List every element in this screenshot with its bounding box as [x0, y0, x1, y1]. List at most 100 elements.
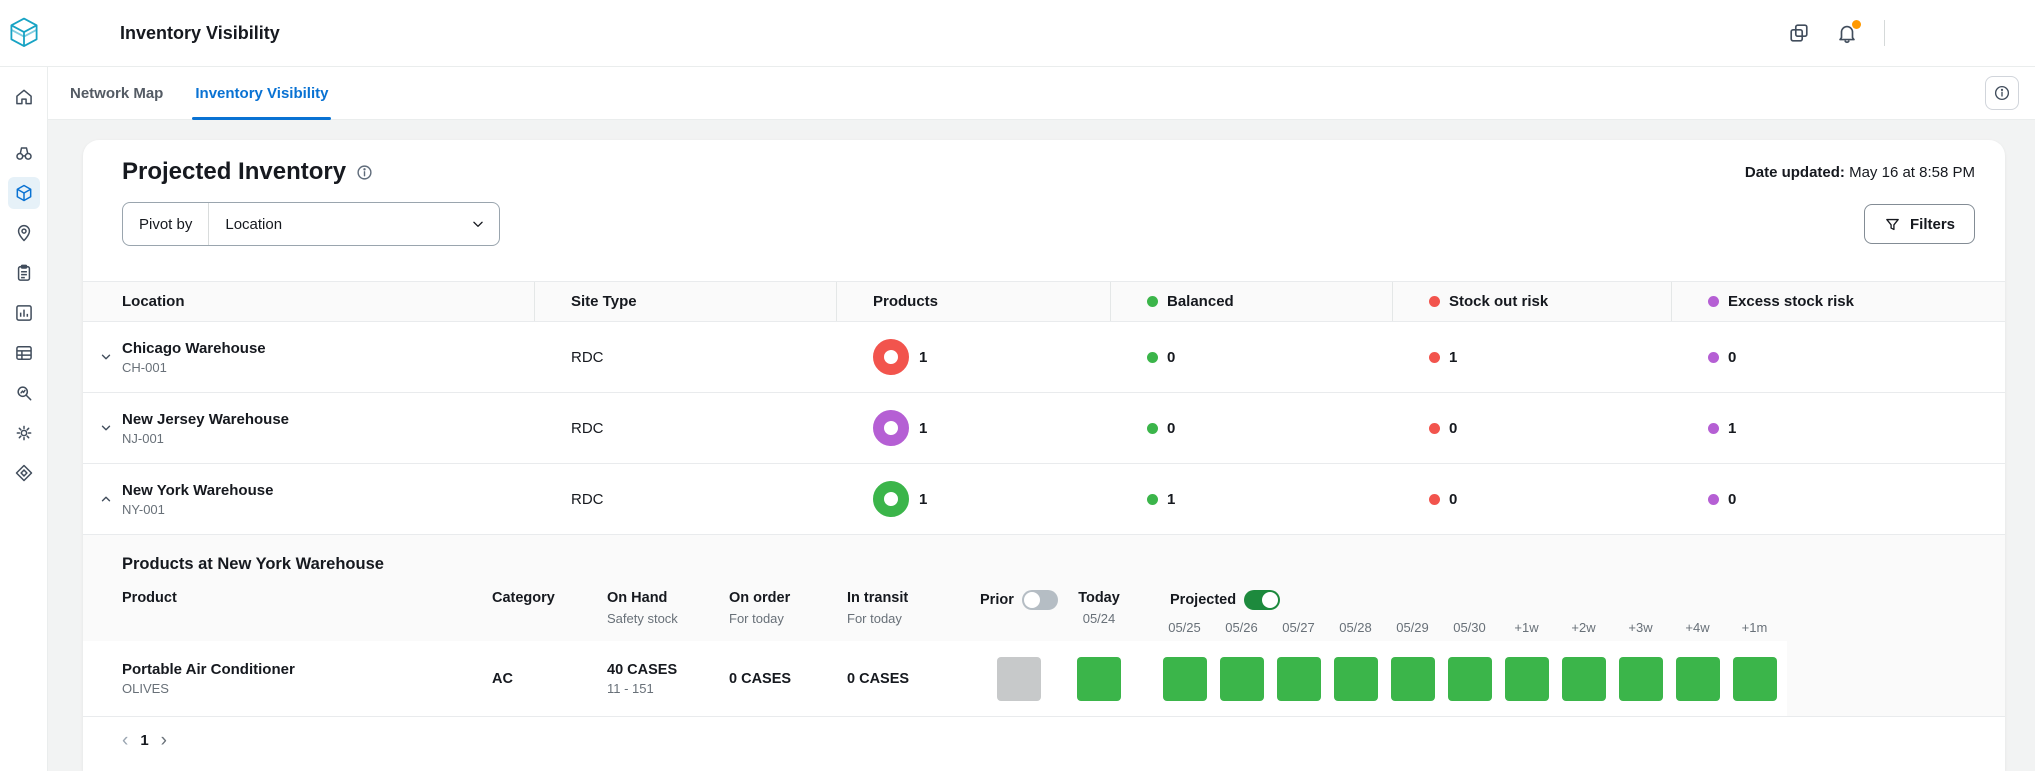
prev-page-button[interactable]: ‹	[122, 730, 129, 751]
search-insights-icon	[16, 386, 31, 401]
excess-dot	[1708, 351, 1719, 363]
table-row-chicago[interactable]: Chicago Warehouse CH-001 RDC 1 0 1 0	[83, 322, 2005, 393]
sidebar-item-integrations[interactable]	[8, 457, 40, 489]
prior-toggle[interactable]	[1021, 590, 1058, 610]
projected-heat-cell[interactable]	[1276, 656, 1321, 701]
detail-title: Products at New York Warehouse	[122, 555, 384, 573]
balanced-count: 1	[1167, 490, 1176, 508]
projected-heat-cell[interactable]	[1561, 656, 1606, 701]
product-name: Portable Air Conditioner	[122, 661, 295, 678]
tab-inventory-visibility[interactable]: Inventory Visibility	[192, 67, 332, 120]
products-donut	[873, 410, 909, 446]
sidebar-item-analytics[interactable]	[8, 297, 40, 329]
shortcuts-button[interactable]	[1788, 22, 1810, 44]
tab-label: Network Map	[70, 84, 164, 102]
sidebar-item-inventory[interactable]	[7, 177, 40, 209]
page-info-button[interactable]	[1985, 76, 2019, 110]
projected-heat-cell[interactable]	[1447, 656, 1492, 701]
site-type-cell: RDC	[571, 490, 604, 508]
locations-table: Location Site Type Products Balanced Sto…	[83, 281, 2005, 750]
stock-out-dot	[1429, 493, 1440, 505]
pagination: ‹ 1 ›	[83, 717, 2005, 750]
detail-column-in-transit-sub: For today	[847, 611, 902, 626]
notifications-button[interactable]	[1836, 20, 1861, 44]
page-title: Projected Inventory	[122, 158, 347, 185]
date-updated-label: Date updated:	[1744, 163, 1845, 181]
projected-heat-cell[interactable]	[1732, 656, 1777, 701]
filters-button[interactable]: Filters	[1863, 204, 1975, 244]
pivot-selected-value: Location	[225, 215, 283, 233]
app-title: Inventory Visibility	[120, 22, 280, 43]
projected-heat-cell[interactable]	[1162, 656, 1207, 701]
projected-toggle[interactable]	[1244, 590, 1281, 610]
location-code: CH-001	[122, 359, 167, 375]
binoculars-icon	[15, 147, 32, 160]
balanced-dot	[1147, 351, 1158, 363]
products-count: 1	[919, 490, 928, 508]
table-row-new-york[interactable]: New York Warehouse NY-001 RDC 1 1 0 0	[83, 464, 2005, 535]
pivot-divider	[208, 203, 210, 245]
stock-out-count: 0	[1449, 419, 1458, 437]
balanced-count: 0	[1167, 348, 1176, 366]
date-column-label: 05/26	[1225, 620, 1258, 635]
projected-heat-cell[interactable]	[1390, 656, 1435, 701]
in-transit-value: 0 CASES	[847, 670, 910, 687]
sidebar-item-demand-planning[interactable]	[8, 137, 40, 169]
projected-heat-cell[interactable]	[1219, 656, 1264, 701]
filters-label: Filters	[1909, 215, 1955, 233]
tab-network-map[interactable]: Network Map	[67, 67, 166, 119]
app-logo[interactable]	[0, 15, 48, 51]
sidebar-item-settings[interactable]	[8, 417, 40, 449]
excess-dot	[1708, 296, 1719, 307]
row-expander-button[interactable]	[97, 348, 115, 366]
date-column-label: 05/27	[1282, 620, 1315, 635]
title-info-icon[interactable]	[356, 164, 373, 181]
site-type-cell: RDC	[571, 419, 604, 437]
balanced-count: 0	[1167, 419, 1176, 437]
date-column-label: +3w	[1628, 620, 1653, 635]
projected-heat-cell[interactable]	[1618, 656, 1663, 701]
header-divider	[1884, 20, 1885, 46]
row-expander-button[interactable]	[97, 490, 115, 508]
pivot-by-select[interactable]: Pivot by Location	[122, 202, 500, 246]
chevron-up-icon	[101, 496, 111, 502]
gear-icon	[16, 425, 31, 441]
sidebar-item-insights[interactable]	[8, 377, 40, 409]
date-updated-value: May 16 at 8:58 PM	[1849, 163, 1975, 181]
products-donut	[873, 339, 909, 375]
chevron-down-icon	[471, 217, 485, 231]
row-expander-button[interactable]	[97, 419, 115, 437]
sidebar-item-orders[interactable]	[8, 257, 40, 289]
detail-table-header: Product Category On Hand Safety stock On…	[83, 590, 2005, 635]
excess-dot	[1708, 422, 1719, 434]
projected-heat-cell[interactable]	[1675, 656, 1720, 701]
today-heat-cell[interactable]	[1077, 656, 1121, 701]
projected-heat-cell[interactable]	[1333, 656, 1378, 701]
table-row-new-jersey[interactable]: New Jersey Warehouse NJ-001 RDC 1 0 0 1	[83, 393, 2005, 464]
table-header: Location Site Type Products Balanced Sto…	[83, 281, 2005, 322]
date-column-label: +4w	[1685, 620, 1710, 635]
page-number[interactable]: 1	[140, 732, 149, 749]
category-cell: AC	[492, 670, 513, 687]
controls-row: Pivot by Location Filters	[122, 202, 1975, 246]
detail-column-on-hand-sub: Safety stock	[607, 611, 678, 626]
excess-count: 0	[1728, 490, 1737, 508]
expanded-products-panel: Products at New York Warehouse Product C…	[83, 535, 2005, 717]
prior-heat-cell[interactable]	[997, 656, 1041, 701]
stock-out-dot	[1429, 351, 1440, 363]
column-header-site-type: Site Type	[535, 282, 837, 321]
sidebar-item-network[interactable]	[8, 217, 40, 249]
date-column-label: +1w	[1514, 620, 1539, 635]
balanced-dot	[1147, 493, 1158, 505]
projected-heat-cell[interactable]	[1504, 656, 1549, 701]
pivot-by-label: Pivot by	[139, 215, 193, 233]
today-label: Today	[1078, 590, 1120, 606]
balanced-dot	[1147, 422, 1158, 434]
sidebar-item-home[interactable]	[8, 81, 40, 113]
sidebar-item-reports[interactable]	[8, 337, 40, 369]
stock-out-dot	[1429, 422, 1440, 434]
heatmap-cells	[980, 656, 1783, 701]
chevron-down-icon	[101, 425, 111, 431]
next-page-button[interactable]: ›	[160, 730, 167, 751]
